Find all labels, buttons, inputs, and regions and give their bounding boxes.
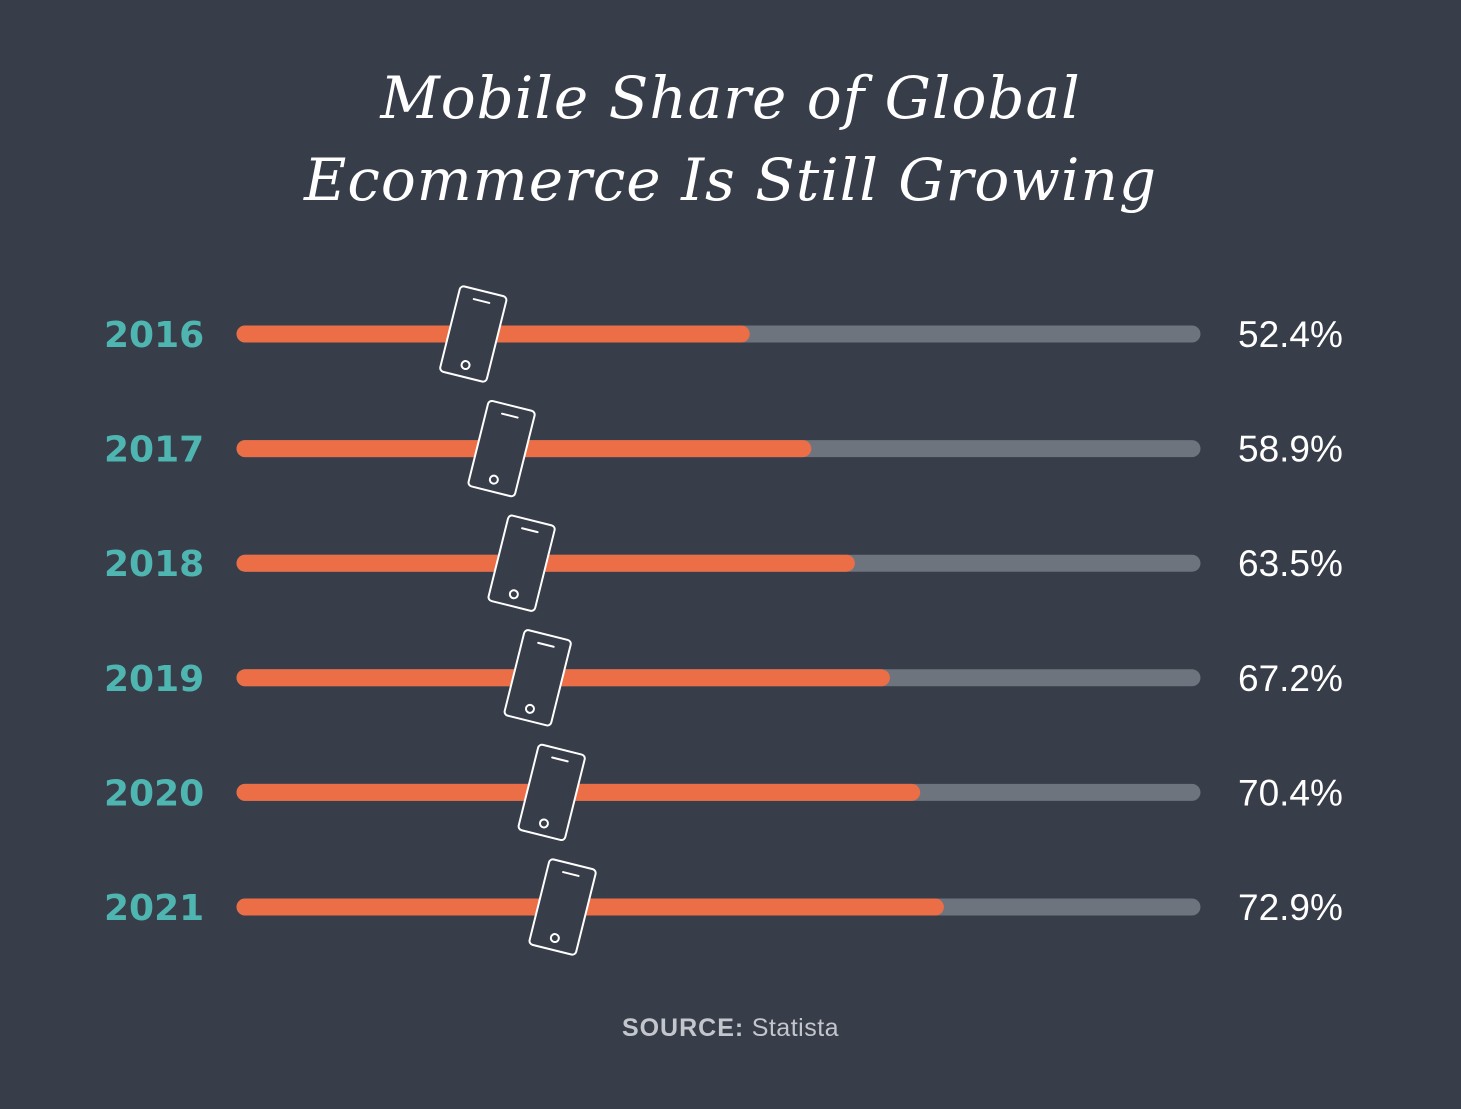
bar-row-2018: 2018 63.5% [104, 514, 1343, 612]
bar-row-2020: 2020 70.4% [104, 743, 1343, 842]
bar-row-2016: 2016 52.4% [104, 285, 1343, 383]
phone-speaker [562, 871, 580, 877]
year-label: 2021 [104, 888, 204, 929]
phone-icon [528, 858, 597, 956]
chart-title-line-1: Mobile Share of Global [380, 64, 1081, 132]
phone-button [549, 933, 560, 944]
source-value: Statista [751, 1014, 840, 1042]
phone-button [524, 703, 535, 714]
phone-speaker [537, 641, 555, 648]
year-label: 2017 [104, 430, 204, 471]
phone-body [517, 743, 586, 842]
bar-row-2019: 2019 67.2% [104, 629, 1343, 727]
phone-icon [517, 743, 586, 842]
source-credit: SOURCE: Statista [0, 1014, 1461, 1043]
value-label: 72.9% [1238, 887, 1343, 928]
phone-speaker [501, 412, 519, 419]
value-label: 67.2% [1238, 658, 1343, 699]
source-label: SOURCE: [621, 1014, 745, 1042]
phone-icon [503, 629, 572, 727]
phone-body [487, 514, 556, 612]
phone-body [528, 858, 597, 956]
chart-title-line-2: Ecommerce Is Still Growing [304, 146, 1157, 214]
value-label: 52.4% [1238, 314, 1343, 355]
phone-speaker [521, 527, 539, 534]
phone-body [467, 399, 536, 498]
year-label: 2016 [104, 315, 204, 356]
year-label: 2020 [104, 773, 204, 814]
phone-button [508, 589, 519, 600]
phone-button [488, 474, 499, 485]
phone-button [538, 818, 549, 829]
phone-icon [487, 514, 556, 612]
phone-speaker [551, 756, 569, 763]
year-label: 2019 [104, 659, 204, 700]
bar-row-2017: 2017 58.9% [104, 399, 1343, 498]
phone-speaker [472, 298, 491, 304]
year-label: 2018 [104, 544, 204, 585]
value-label: 70.4% [1238, 772, 1343, 813]
value-label: 63.5% [1238, 543, 1343, 584]
phone-button [460, 360, 471, 371]
bar-row-2021: 2021 72.9% [104, 858, 1343, 956]
phone-body [503, 629, 572, 727]
value-label: 58.9% [1238, 429, 1343, 470]
phone-icon [467, 399, 536, 498]
phone-icon [439, 285, 508, 383]
phone-body [439, 285, 508, 383]
